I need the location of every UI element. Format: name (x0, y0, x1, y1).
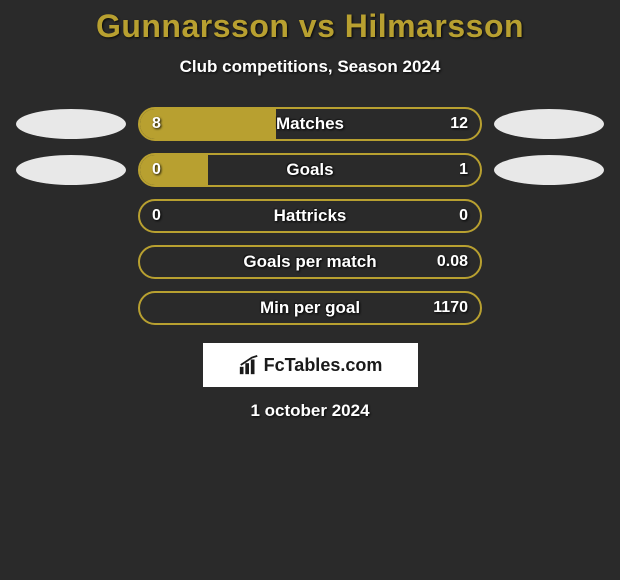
stat-label: Goals per match (243, 252, 376, 272)
stat-label: Goals (286, 160, 333, 180)
page-subtitle: Club competitions, Season 2024 (0, 57, 620, 77)
page-title: Gunnarsson vs Hilmarsson (0, 8, 620, 45)
stat-bar: Hattricks 0 0 (138, 199, 482, 233)
date-text: 1 october 2024 (0, 401, 620, 421)
stat-bar: Min per goal 1170 (138, 291, 482, 325)
spacer (494, 293, 604, 323)
stat-bar: Goals 0 1 (138, 153, 482, 187)
stat-row: Min per goal 1170 (0, 291, 620, 325)
stat-row: Goals 0 1 (0, 153, 620, 187)
spacer (16, 201, 126, 231)
player-ellipse-right (494, 155, 604, 185)
stat-value-left: 0 (152, 161, 161, 179)
stat-value-right: 1 (459, 161, 468, 179)
spacer (494, 247, 604, 277)
logo-text: FcTables.com (264, 355, 383, 376)
spacer (494, 201, 604, 231)
stat-value-right: 0.08 (437, 253, 468, 271)
stat-label: Hattricks (274, 206, 347, 226)
stat-row: Goals per match 0.08 (0, 245, 620, 279)
stat-value-right: 1170 (433, 299, 468, 317)
stat-bar: Goals per match 0.08 (138, 245, 482, 279)
spacer (16, 247, 126, 277)
stat-value-right: 0 (459, 207, 468, 225)
stats-container: Matches 8 12 Goals 0 1 Hattricks 0 0 Goals per ma… (0, 107, 620, 325)
spacer (16, 293, 126, 323)
stat-label: Min per goal (260, 298, 360, 318)
stat-value-left: 8 (152, 115, 161, 133)
bar-fill-left (140, 155, 208, 185)
player-ellipse-left (16, 155, 126, 185)
stat-bar: Matches 8 12 (138, 107, 482, 141)
player-ellipse-right (494, 109, 604, 139)
stat-label: Matches (276, 114, 344, 134)
stat-value-right: 12 (450, 115, 468, 133)
logo-box: FcTables.com (203, 343, 418, 387)
stat-value-left: 0 (152, 207, 161, 225)
comparison-infographic: Gunnarsson vs Hilmarsson Club competitio… (0, 0, 620, 421)
stat-row: Matches 8 12 (0, 107, 620, 141)
chart-icon (238, 354, 260, 376)
player-ellipse-left (16, 109, 126, 139)
stat-row: Hattricks 0 0 (0, 199, 620, 233)
